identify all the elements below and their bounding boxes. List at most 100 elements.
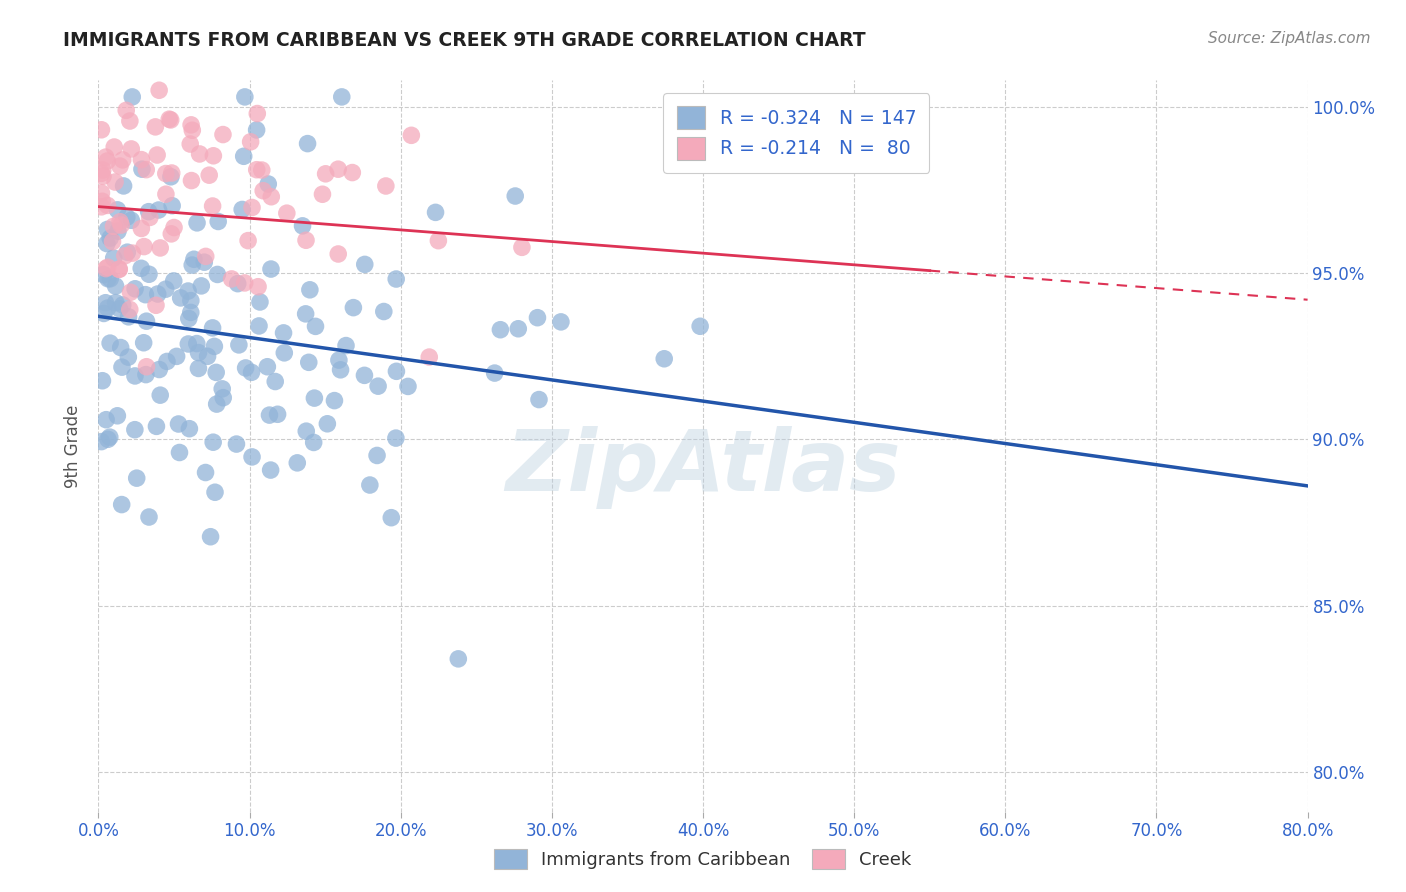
Point (103, 140, 125, 154)
Point (91, 374, 114, 388)
Point (170, 291, 193, 305)
Point (104, 279, 127, 293)
Point (240, 201, 263, 215)
Point (159, 112, 181, 127)
Point (107, 224, 129, 238)
Point (111, 360, 134, 375)
Point (90, 200, 112, 214)
Point (198, 168, 221, 182)
Point (93, 306, 115, 320)
Point (285, 456, 308, 470)
Point (359, 478, 381, 492)
Point (295, 233, 318, 247)
Point (205, 397, 228, 411)
Point (103, 251, 125, 265)
Legend: Immigrants from Caribbean, Creek: Immigrants from Caribbean, Creek (485, 839, 921, 879)
Point (202, 149, 225, 163)
Point (247, 279, 270, 293)
Point (94, 295, 117, 310)
Point (447, 652, 470, 666)
Point (181, 258, 204, 272)
Point (94, 413, 117, 427)
Point (256, 359, 278, 374)
Point (94, 150, 117, 164)
Point (111, 498, 134, 512)
Point (97, 272, 120, 286)
Point (315, 167, 337, 181)
Point (97, 301, 120, 315)
Point (132, 239, 155, 253)
Point (155, 167, 177, 181)
Point (131, 153, 153, 167)
Point (353, 368, 375, 383)
Point (187, 361, 209, 376)
Point (273, 326, 295, 340)
Point (149, 388, 172, 402)
Point (108, 301, 131, 316)
Point (273, 346, 295, 360)
Point (131, 162, 153, 177)
Point (316, 417, 339, 431)
Point (240, 365, 263, 379)
Point (111, 298, 134, 312)
Point (166, 350, 188, 364)
Point (96, 222, 118, 236)
Point (96, 153, 118, 168)
Point (108, 262, 131, 277)
Point (98, 336, 121, 351)
Point (328, 353, 350, 368)
Point (295, 424, 318, 438)
Point (211, 382, 233, 396)
Point (121, 246, 143, 260)
Point (342, 301, 364, 315)
Point (247, 318, 270, 333)
Point (98, 272, 121, 286)
Point (90, 186, 112, 200)
Point (90, 122, 112, 136)
Point (212, 391, 235, 405)
Point (385, 272, 408, 286)
Point (180, 305, 202, 319)
Point (202, 339, 225, 353)
Point (104, 295, 127, 310)
Point (297, 136, 319, 151)
Point (148, 83, 170, 97)
Point (276, 206, 298, 220)
Point (138, 267, 160, 281)
Point (252, 184, 274, 198)
Point (425, 205, 447, 219)
Point (135, 314, 157, 328)
Point (145, 298, 167, 312)
Point (225, 437, 247, 451)
Point (179, 136, 201, 151)
Point (366, 449, 388, 463)
Point (385, 364, 408, 378)
Point (115, 210, 138, 224)
Point (114, 249, 136, 263)
Point (138, 204, 160, 219)
Text: Source: ZipAtlas.com: Source: ZipAtlas.com (1208, 31, 1371, 46)
Point (156, 354, 179, 368)
Point (180, 118, 202, 132)
Point (489, 323, 512, 337)
Point (148, 202, 170, 217)
Point (204, 485, 226, 500)
Point (197, 349, 219, 363)
Point (169, 445, 191, 459)
Point (160, 227, 183, 241)
Point (246, 162, 269, 177)
Point (101, 235, 124, 249)
Point (231, 202, 253, 217)
Point (236, 234, 259, 248)
Point (510, 240, 533, 254)
Point (188, 147, 211, 161)
Point (163, 220, 186, 235)
Point (121, 90, 143, 104)
Point (484, 366, 506, 380)
Point (124, 282, 146, 296)
Point (353, 257, 375, 271)
Point (93, 268, 115, 282)
Point (311, 187, 333, 202)
Point (125, 471, 148, 485)
Point (367, 379, 389, 393)
